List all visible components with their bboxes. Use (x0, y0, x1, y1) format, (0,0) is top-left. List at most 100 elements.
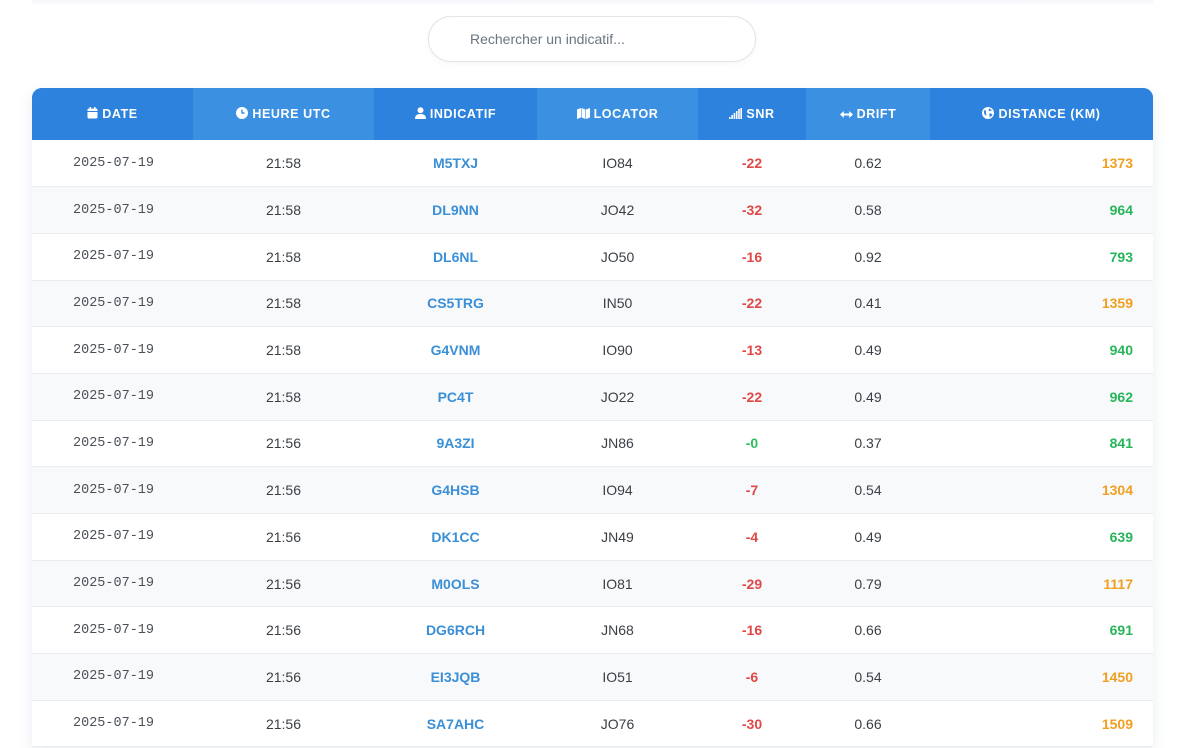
callsign-link[interactable]: G4VNM (430, 342, 481, 359)
globe-icon (982, 107, 995, 119)
table-row[interactable]: 2025-07-19 21:56 DG6RCH JN68 -16 0.66 691 (32, 606, 1153, 654)
date-cell: 2025-07-19 (73, 482, 155, 498)
date-cell: 2025-07-19 (73, 716, 155, 732)
table-body: 2025-07-19 21:58 M5TXJ IO84 -22 0.62 1373 2025-… (32, 140, 1153, 747)
locator-cell: IO94 (602, 482, 633, 499)
distance-cell: 1304 (1101, 482, 1133, 499)
column-header-label: DISTANCE (KM) (998, 107, 1101, 121)
column-header-label: DATE (102, 107, 138, 121)
column-header-date[interactable]: DATE (32, 88, 193, 140)
snr-cell: -22 (741, 295, 763, 312)
table-row[interactable]: 2025-07-19 21:56 EI3JQB IO51 -6 0.54 1450 (32, 653, 1153, 701)
callsign-link[interactable]: CS5TRG (427, 295, 484, 312)
distance-cell: 940 (1109, 342, 1133, 359)
search-box[interactable] (428, 16, 756, 62)
time-cell: 21:56 (265, 668, 302, 685)
drift-cell: 0.41 (854, 295, 882, 312)
snr-cell: -22 (741, 155, 763, 172)
column-header-snr[interactable]: SNR (698, 88, 806, 140)
date-cell: 2025-07-19 (73, 155, 155, 171)
snr-cell: -6 (745, 668, 759, 685)
drift-cell: 0.49 (854, 388, 882, 405)
spots-table-card: DATE HEURE UTC INDICATIF LOCATOR (32, 88, 1153, 748)
top-shadow (32, 0, 1153, 6)
date-cell: 2025-07-19 (73, 389, 155, 405)
locator-cell: JN49 (601, 528, 634, 545)
snr-cell: -30 (741, 715, 763, 732)
callsign-link[interactable]: 9A3ZI (436, 435, 475, 452)
callsign-link[interactable]: G4HSB (431, 482, 480, 499)
time-cell: 21:58 (265, 388, 302, 405)
distance-cell: 964 (1109, 202, 1133, 219)
locator-cell: IN50 (602, 295, 633, 312)
column-header-label: HEURE UTC (252, 107, 331, 121)
callsign-link[interactable]: M5TXJ (432, 155, 479, 172)
snr-cell: -13 (741, 342, 763, 359)
time-cell: 21:56 (265, 622, 302, 639)
search-input[interactable] (428, 16, 756, 62)
column-header-time[interactable]: HEURE UTC (193, 88, 374, 140)
spots-table: DATE HEURE UTC INDICATIF LOCATOR (32, 88, 1153, 747)
table-row[interactable]: 2025-07-19 21:56 G4HSB IO94 -7 0.54 1304 (32, 466, 1153, 514)
column-header-locator[interactable]: LOCATOR (537, 88, 698, 140)
distance-cell: 1117 (1103, 575, 1133, 592)
date-cell: 2025-07-19 (73, 435, 155, 451)
table-row[interactable]: 2025-07-19 21:56 9A3ZI JN86 -0 0.37 841 (32, 420, 1153, 467)
table-row[interactable]: 2025-07-19 21:58 M5TXJ IO84 -22 0.62 1373 (32, 140, 1153, 187)
drift-cell: 0.62 (854, 155, 882, 172)
drift-cell: 0.66 (854, 622, 882, 639)
time-cell: 21:58 (265, 295, 302, 312)
locator-cell: JO22 (600, 388, 635, 405)
table-row[interactable]: 2025-07-19 21:56 SA7AHC JO76 -30 0.66 1509 (32, 700, 1153, 747)
table-row[interactable]: 2025-07-19 21:56 M0OLS IO81 -29 0.79 1117 (32, 560, 1153, 607)
locator-cell: IO81 (602, 575, 633, 592)
date-cell: 2025-07-19 (73, 342, 155, 358)
time-cell: 21:58 (265, 202, 302, 219)
table-header: DATE HEURE UTC INDICATIF LOCATOR (32, 88, 1153, 140)
date-cell: 2025-07-19 (73, 576, 155, 592)
column-header-callsign[interactable]: INDICATIF (374, 88, 537, 140)
table-row[interactable]: 2025-07-19 21:58 DL9NN JO42 -32 0.58 964 (32, 186, 1153, 234)
date-cell: 2025-07-19 (73, 295, 155, 311)
drift-cell: 0.49 (854, 342, 882, 359)
drift-cell: 0.58 (854, 202, 882, 219)
callsign-link[interactable]: DL6NL (432, 248, 479, 265)
date-cell: 2025-07-19 (73, 669, 155, 685)
column-header-label: INDICATIF (429, 107, 497, 121)
callsign-link[interactable]: DK1CC (431, 528, 480, 545)
callsign-link[interactable]: DL9NN (432, 202, 479, 219)
distance-cell: 691 (1109, 622, 1133, 639)
map-icon (576, 108, 590, 119)
table-row[interactable]: 2025-07-19 21:58 PC4T JO22 -22 0.49 962 (32, 373, 1153, 421)
column-header-distance[interactable]: DISTANCE (KM) (930, 88, 1153, 140)
distance-cell: 793 (1109, 248, 1133, 265)
drift-cell: 0.54 (854, 668, 882, 685)
clock-icon (236, 107, 249, 119)
column-header-label: LOCATOR (593, 107, 659, 121)
snr-cell: -7 (745, 482, 759, 499)
distance-cell: 639 (1109, 528, 1133, 545)
callsign-link[interactable]: PC4T (437, 388, 474, 405)
date-cell: 2025-07-19 (73, 529, 155, 545)
drift-cell: 0.92 (854, 248, 882, 265)
callsign-link[interactable]: M0OLS (431, 575, 480, 592)
locator-cell: JN68 (601, 622, 634, 639)
table-row[interactable]: 2025-07-19 21:58 DL6NL JO50 -16 0.92 793 (32, 233, 1153, 281)
distance-cell: 1509 (1101, 715, 1133, 732)
callsign-link[interactable]: EI3JQB (430, 668, 481, 685)
callsign-link[interactable]: DG6RCH (425, 622, 486, 639)
callsign-link[interactable]: SA7AHC (426, 715, 485, 732)
drift-cell: 0.49 (854, 528, 882, 545)
column-header-drift[interactable]: DRIFT (806, 88, 930, 140)
column-header-label: DRIFT (856, 107, 897, 121)
table-row[interactable]: 2025-07-19 21:58 CS5TRG IN50 -22 0.41 1359 (32, 280, 1153, 327)
date-cell: 2025-07-19 (73, 249, 155, 265)
time-cell: 21:56 (265, 528, 302, 545)
drift-cell: 0.54 (854, 482, 882, 499)
drift-cell: 0.79 (854, 575, 882, 592)
drift-cell: 0.66 (854, 715, 882, 732)
table-row[interactable]: 2025-07-19 21:56 DK1CC JN49 -4 0.49 639 (32, 513, 1153, 561)
distance-cell: 1450 (1101, 668, 1133, 685)
distance-cell: 841 (1109, 435, 1133, 452)
table-row[interactable]: 2025-07-19 21:58 G4VNM IO90 -13 0.49 940 (32, 326, 1153, 374)
